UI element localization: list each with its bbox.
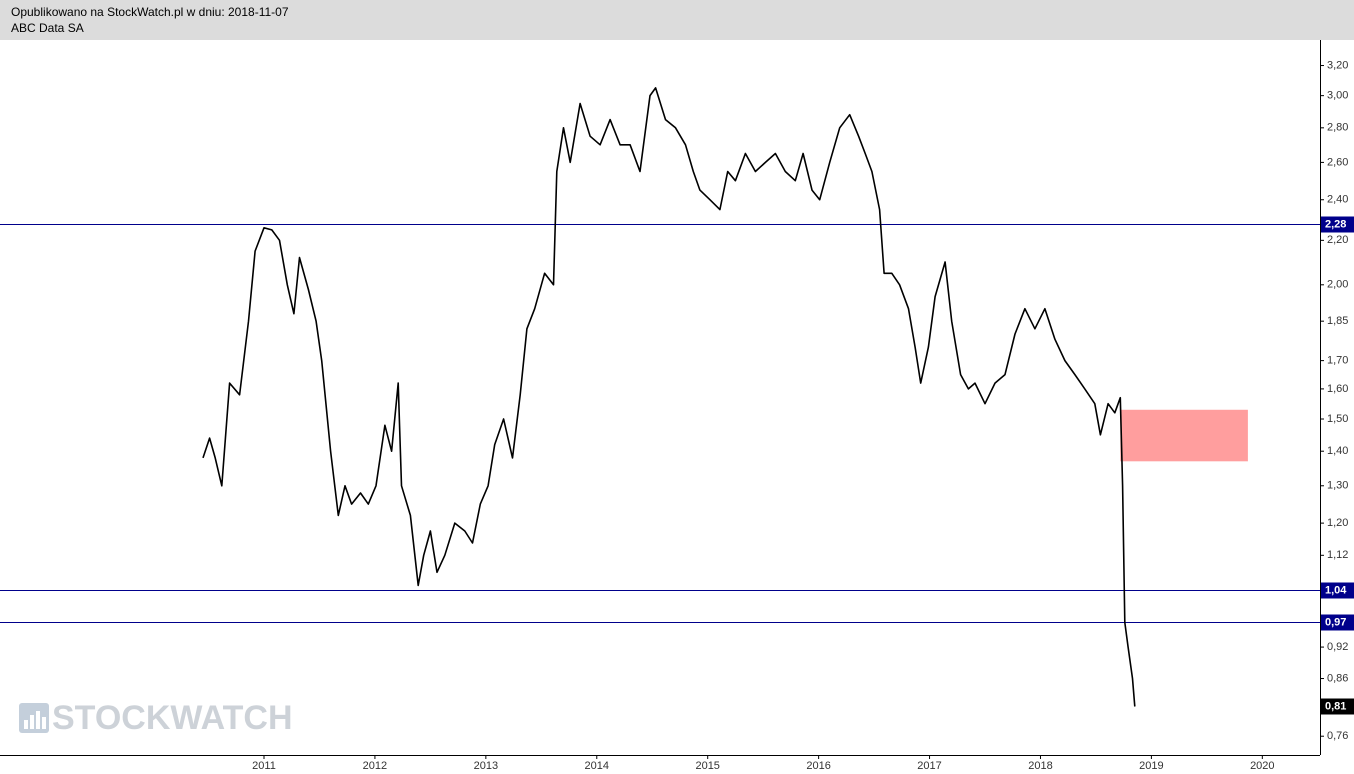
y-tick-label: 3,20 <box>1327 59 1348 71</box>
y-tick-label: 1,12 <box>1327 549 1348 561</box>
y-tick-label: 1,60 <box>1327 383 1348 395</box>
x-tick-label: 2012 <box>363 760 387 772</box>
y-tick-label: 0,92 <box>1327 641 1348 653</box>
x-tick-label: 2013 <box>474 760 498 772</box>
y-tick-label: 3,00 <box>1327 90 1348 102</box>
y-tick-label: 2,00 <box>1327 279 1348 291</box>
x-tick-label: 2016 <box>806 760 830 772</box>
y-tick-label: 2,60 <box>1327 156 1348 168</box>
logo-icon <box>19 703 49 733</box>
last-price-box <box>1321 698 1354 715</box>
y-tick-label: 1,40 <box>1327 445 1348 457</box>
chart: STOCKWATCH 0,76 0,86 0,92 1,12 1,20 1,30 1,40 1… <box>0 40 1354 772</box>
y-tick-label: 1,50 <box>1327 413 1348 425</box>
y-tick-label: 2,40 <box>1327 194 1348 206</box>
x-tick-label: 2019 <box>1139 760 1163 772</box>
level-label-box <box>1321 582 1354 599</box>
instrument-name: ABC Data SA <box>11 21 84 35</box>
level-label-box <box>1321 216 1354 233</box>
y-tick-label: 1,30 <box>1327 480 1348 492</box>
y-tick-label: 1,20 <box>1327 517 1348 529</box>
y-tick-label: 0,86 <box>1327 672 1348 684</box>
level-label: 0,97 <box>1325 616 1346 628</box>
watermark: STOCKWATCH <box>52 699 293 737</box>
y-tick-label: 1,85 <box>1327 315 1348 327</box>
x-tick-label: 2015 <box>695 760 719 772</box>
level-label: 1,04 <box>1325 584 1347 596</box>
level-label-box <box>1321 614 1354 631</box>
x-tick-label: 2018 <box>1028 760 1052 772</box>
y-tick-label: 0,76 <box>1327 730 1348 742</box>
price-line <box>202 87 1136 707</box>
y-tick-label: 2,80 <box>1327 122 1348 134</box>
y-tick-label: 1,70 <box>1327 355 1348 367</box>
x-tick-label: 2020 <box>1250 760 1274 772</box>
level-label: 2,28 <box>1325 218 1346 230</box>
header: Opublikowano na StockWatch.pl w dniu: 20… <box>0 0 1354 40</box>
x-tick-label: 2011 <box>252 760 276 772</box>
last-price-label: 0,81 <box>1325 700 1346 712</box>
target-zone <box>1120 409 1248 462</box>
x-tick-label: 2017 <box>917 760 941 772</box>
x-tick-label: 2014 <box>585 760 609 772</box>
y-tick-label: 2,20 <box>1327 234 1348 246</box>
publication-note: Opublikowano na StockWatch.pl w dniu: 20… <box>11 5 289 19</box>
